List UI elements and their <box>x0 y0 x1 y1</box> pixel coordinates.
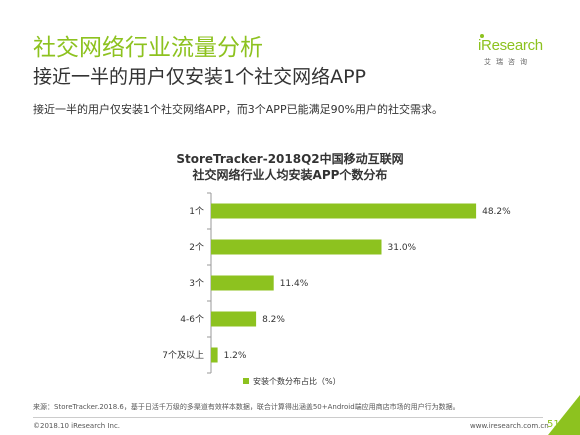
category-label: 7个及以上 <box>162 350 204 361</box>
category-label: 2个 <box>189 242 204 253</box>
data-label: 1.2% <box>224 351 247 361</box>
corner-triangle <box>548 395 580 435</box>
category-label: 4-6个 <box>180 314 204 325</box>
logo-name: iResearch <box>478 37 543 54</box>
legend-label: 安装个数分布占比（%） <box>253 376 341 386</box>
website: www.iresearch.com.cn <box>470 422 549 430</box>
chart-title-line-1: StoreTracker-2018Q2中国移动互联网 <box>176 152 404 166</box>
chart-title-line-2: 社交网络行业人均安装APP个数分布 <box>192 168 388 182</box>
page-title: 社交网络行业流量分析 <box>33 35 263 61</box>
page-subtitle: 接近一半的用户仅安装1个社交网络APP <box>33 66 367 88</box>
category-label: 3个 <box>189 278 204 289</box>
logo-tagline: 艾瑞咨询 <box>484 58 532 66</box>
footer-divider <box>33 417 543 418</box>
summary-text: 接近一半的用户仅安装1个社交网络APP，而3个APP已能满足90%用户的社交需求… <box>33 103 444 116</box>
data-label: 11.4% <box>280 279 309 289</box>
iresearch-logo: iResearch 艾瑞咨询 <box>478 34 558 67</box>
bar <box>211 239 382 255</box>
category-label: 1个 <box>189 206 204 217</box>
copyright: ©2018.10 iResearch Inc. <box>33 422 121 430</box>
legend-swatch <box>243 378 249 384</box>
data-label: 31.0% <box>388 243 417 253</box>
bar <box>211 311 257 327</box>
bar <box>211 203 477 219</box>
data-label: 48.2% <box>482 207 511 217</box>
bar <box>211 347 218 363</box>
source-note: 来源：StoreTracker.2018.6，基于日活千万级的多渠道有效样本数据… <box>33 403 460 411</box>
bar <box>211 275 274 291</box>
data-label: 8.2% <box>262 315 285 325</box>
page-number: 51 <box>547 419 560 430</box>
logo-dot-icon <box>480 34 484 38</box>
